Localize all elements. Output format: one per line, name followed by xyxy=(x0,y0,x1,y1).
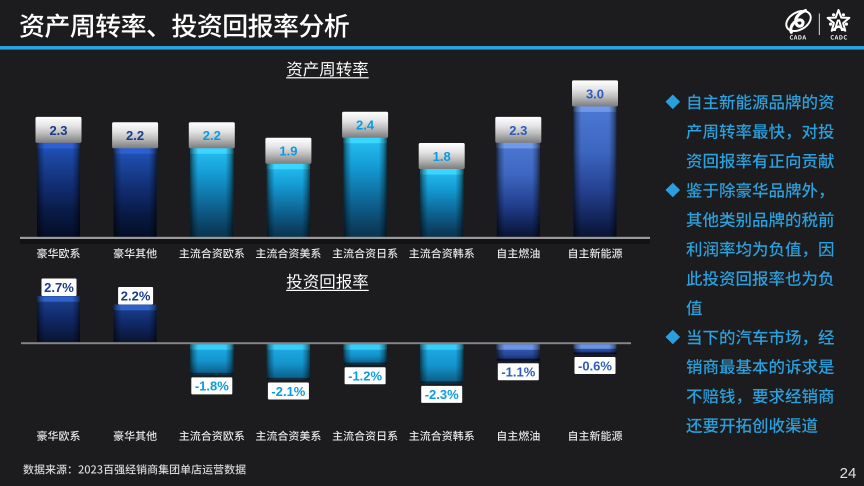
svg-text:-1.2%: -1.2% xyxy=(348,369,382,384)
svg-text:-0.6%: -0.6% xyxy=(578,358,612,373)
svg-text:24: 24 xyxy=(840,465,857,482)
svg-text:1.9: 1.9 xyxy=(279,144,297,159)
svg-text:1.8: 1.8 xyxy=(433,149,451,164)
svg-text:-2.3%: -2.3% xyxy=(425,387,459,402)
svg-text:2.3: 2.3 xyxy=(49,123,67,138)
svg-text:2.2%: 2.2% xyxy=(121,289,151,304)
svg-text:2.7%: 2.7% xyxy=(44,280,74,295)
svg-text:-2.1%: -2.1% xyxy=(271,384,305,399)
svg-text:2.3: 2.3 xyxy=(509,123,527,138)
svg-text:2.4: 2.4 xyxy=(356,118,375,133)
svg-text:3.0: 3.0 xyxy=(586,86,604,101)
svg-text:2.2: 2.2 xyxy=(203,128,221,143)
svg-text:-1.1%: -1.1% xyxy=(501,365,535,380)
svg-text:-1.8%: -1.8% xyxy=(195,379,229,394)
svg-text:2.2: 2.2 xyxy=(126,128,144,143)
